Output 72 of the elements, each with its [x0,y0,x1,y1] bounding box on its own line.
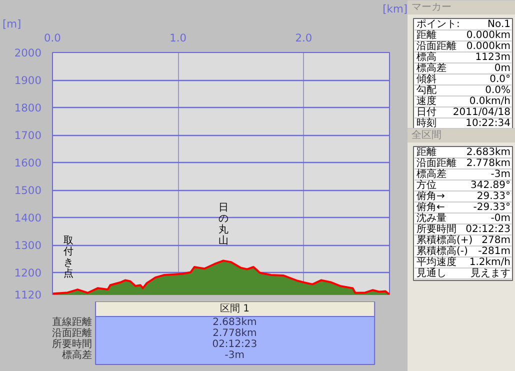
text: 日付 [416,107,436,118]
text: 278m [482,235,510,246]
x-tick-label: 0.0 [44,32,62,44]
text: 0m [494,63,511,74]
text: マーカー [412,2,452,13]
text: 距離 [416,146,436,158]
y-axis-title: [m] [2,18,22,30]
text: 2.683km [212,317,257,328]
text: 2011/04/18 [452,107,511,118]
y-tick-label: 1700 [14,129,42,142]
text: -3m [224,350,245,361]
text: 1.2km/h [469,257,511,268]
text: 平均速度 [416,256,456,268]
text: 傾斜 [416,73,436,85]
text: ポイント: [416,19,460,30]
text: 沿面距離 [416,157,456,169]
text: 29.33° [476,191,511,202]
text: 直線距離 [52,316,92,328]
text: 2.778km [466,158,511,169]
text: 区間 1 [220,304,250,314]
text: 累積標高(-) [416,245,468,257]
text: 俯角← [416,201,445,213]
text: 俯角→ [416,190,445,202]
text: 標高差 [416,168,446,180]
text: 所要時間 [416,223,456,235]
y-tick-label: 1500 [14,184,42,197]
annotation: 日の丸山 [218,202,228,247]
y-tick-label: 1300 [14,239,42,252]
text: 時刻 [416,117,436,129]
text: 標高 [416,51,436,63]
text: 距離 [416,29,436,41]
y-tick-label: 1200 [14,266,42,280]
text: No.1 [488,19,511,30]
x-tick-label: 1.0 [170,32,187,44]
text: 見えます [470,268,510,279]
text: 0.000km [466,30,511,41]
text: 沿面距離 [416,40,456,52]
text: 10:22:34 [466,118,511,129]
text: -29.33° [473,202,511,213]
text: -281m [478,246,510,257]
text: -0m [490,213,511,224]
text: 勾配 [416,84,436,96]
text: 方位 [416,179,436,191]
y-tick-label: 2000 [14,46,42,60]
text: 02:12:23 [466,224,511,235]
text: 0.0° [490,74,511,85]
text: 累積標高(+) [416,234,473,246]
text: 沈み量 [416,212,446,224]
text: 標高差 [62,349,92,361]
y-tick-label: 1120 [14,288,42,302]
y-tick-label: 1800 [14,102,42,114]
text: 02:12:23 [212,339,258,350]
y-tick-label: 1400 [14,212,42,224]
text: 0.000km [466,41,511,52]
text: 342.89° [470,180,511,191]
y-tick-label: 1600 [14,156,42,170]
text: 標高差 [416,62,446,74]
x-axis-title: [km] [382,2,408,16]
annotation: 取付き点 [64,236,74,280]
text: 所要時間 [52,338,92,350]
text: 0.0km/h [469,96,511,107]
text: 沿面距離 [52,327,92,339]
text: 2.778km [212,328,257,339]
text: 2.683km [466,147,511,158]
y-tick-label: 1900 [14,74,42,87]
text: 1123m [475,52,511,63]
text: 0.0% [485,85,510,96]
text: 速度 [416,95,436,107]
text: 全区間 [412,129,442,141]
text: 見通し [416,267,446,279]
x-tick-label: 2.0 [295,32,312,44]
text: -3m [490,169,511,180]
